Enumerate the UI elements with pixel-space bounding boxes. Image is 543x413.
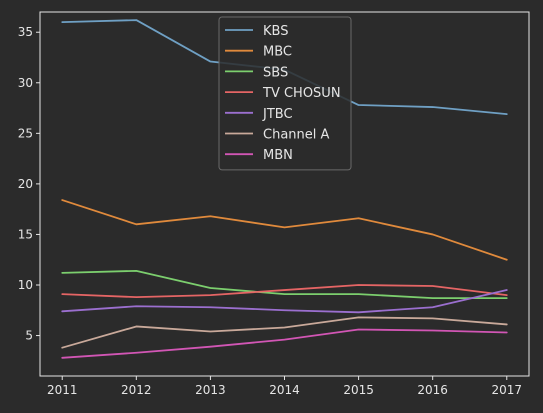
- x-tick-label: 2016: [417, 383, 448, 397]
- x-tick-label: 2017: [491, 383, 522, 397]
- legend-label: MBC: [263, 45, 292, 60]
- legend-label: KBS: [263, 24, 288, 39]
- legend-label: JTBC: [262, 107, 293, 122]
- series-line-mbc: [61, 199, 508, 261]
- legend-box: [218, 16, 352, 171]
- legend-label: SBS: [263, 65, 288, 80]
- series-line-mbn: [61, 328, 508, 359]
- x-tick-label: 2011: [47, 383, 78, 397]
- axes: 2011 2012 2013 2014 2015 2016 2017 5 10 15 20 25 30 3…: [18, 11, 530, 397]
- y-tick-label: 25: [18, 126, 33, 140]
- series-line-jtbc: [61, 289, 508, 314]
- legend-label: TV CHOSUN: [262, 86, 341, 101]
- plot-area: [61, 19, 508, 359]
- x-tick-label: 2012: [121, 383, 152, 397]
- x-tick-label: 2015: [343, 383, 374, 397]
- y-tick-label: 20: [18, 177, 33, 191]
- legend: KBS MBC SBS TV CHOSUN JTBC Channel A MBN: [218, 16, 352, 171]
- legend-label: Channel A: [263, 128, 330, 143]
- x-tick-label: 2014: [269, 383, 300, 397]
- series-line-tv-chosun: [61, 284, 508, 299]
- y-tick-label: 30: [18, 76, 33, 90]
- legend-label: MBN: [263, 148, 293, 163]
- x-tick-label: 2013: [195, 383, 226, 397]
- y-tick-label: 15: [18, 227, 33, 241]
- y-tick-label: 35: [18, 25, 33, 39]
- y-tick-label: 5: [25, 329, 33, 343]
- series-line-channel-a: [61, 316, 508, 349]
- y-tick-label: 10: [18, 278, 33, 292]
- series-line-sbs: [61, 269, 508, 300]
